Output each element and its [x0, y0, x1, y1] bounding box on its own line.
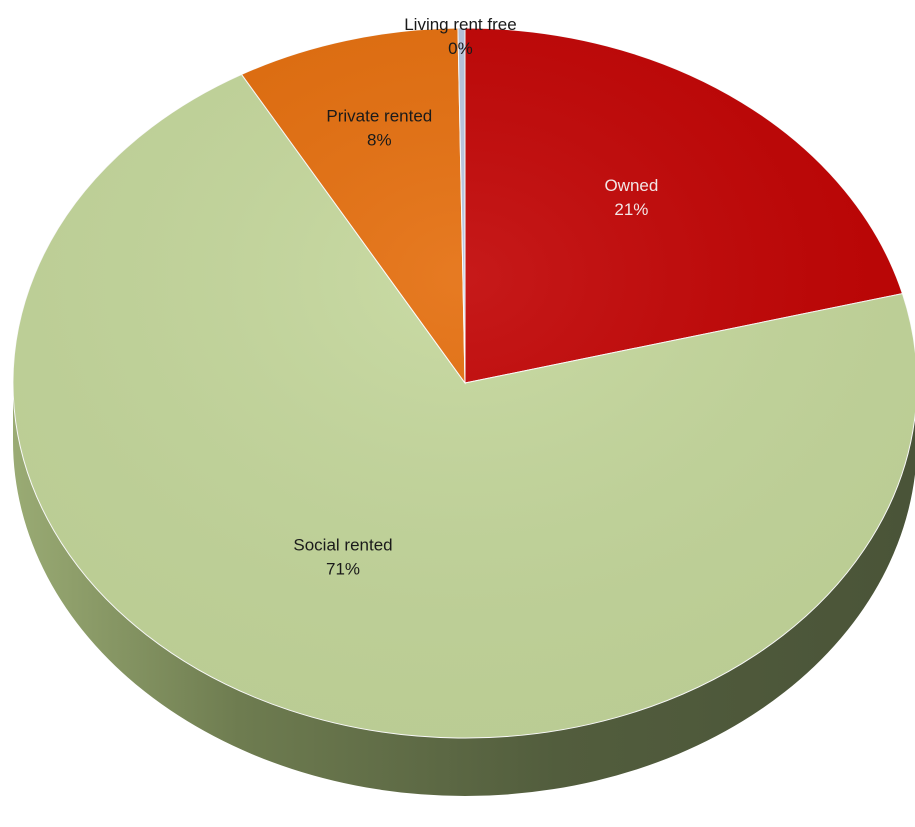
slice-value-social-rented: 71% — [326, 560, 360, 579]
slice-value-private-rented: 8% — [367, 130, 392, 149]
slice-value-living-rent-free: 0% — [448, 39, 473, 58]
slice-label-social-rented: Social rented — [293, 536, 392, 555]
slice-label-owned: Owned — [604, 176, 658, 195]
slice-label-living-rent-free: Living rent free — [404, 15, 516, 34]
pie-labels: Owned 21% Social rented 71% Private rented 8%… — [293, 15, 658, 579]
slice-label-private-rented: Private rented — [326, 106, 432, 125]
pie-slices — [12, 27, 915, 739]
slice-value-owned: 21% — [614, 200, 648, 219]
